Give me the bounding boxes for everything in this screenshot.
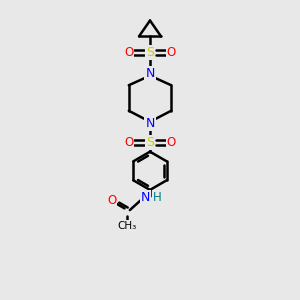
Text: O: O	[107, 194, 116, 207]
Text: N: N	[145, 117, 155, 130]
Text: CH₃: CH₃	[117, 221, 136, 231]
Text: S: S	[146, 136, 154, 149]
Text: S: S	[146, 46, 154, 59]
Text: N: N	[145, 67, 155, 80]
Text: H: H	[153, 191, 162, 204]
Text: N: N	[141, 191, 150, 204]
Text: O: O	[167, 136, 176, 149]
Text: O: O	[124, 136, 134, 149]
Text: O: O	[167, 46, 176, 59]
Text: O: O	[124, 46, 134, 59]
